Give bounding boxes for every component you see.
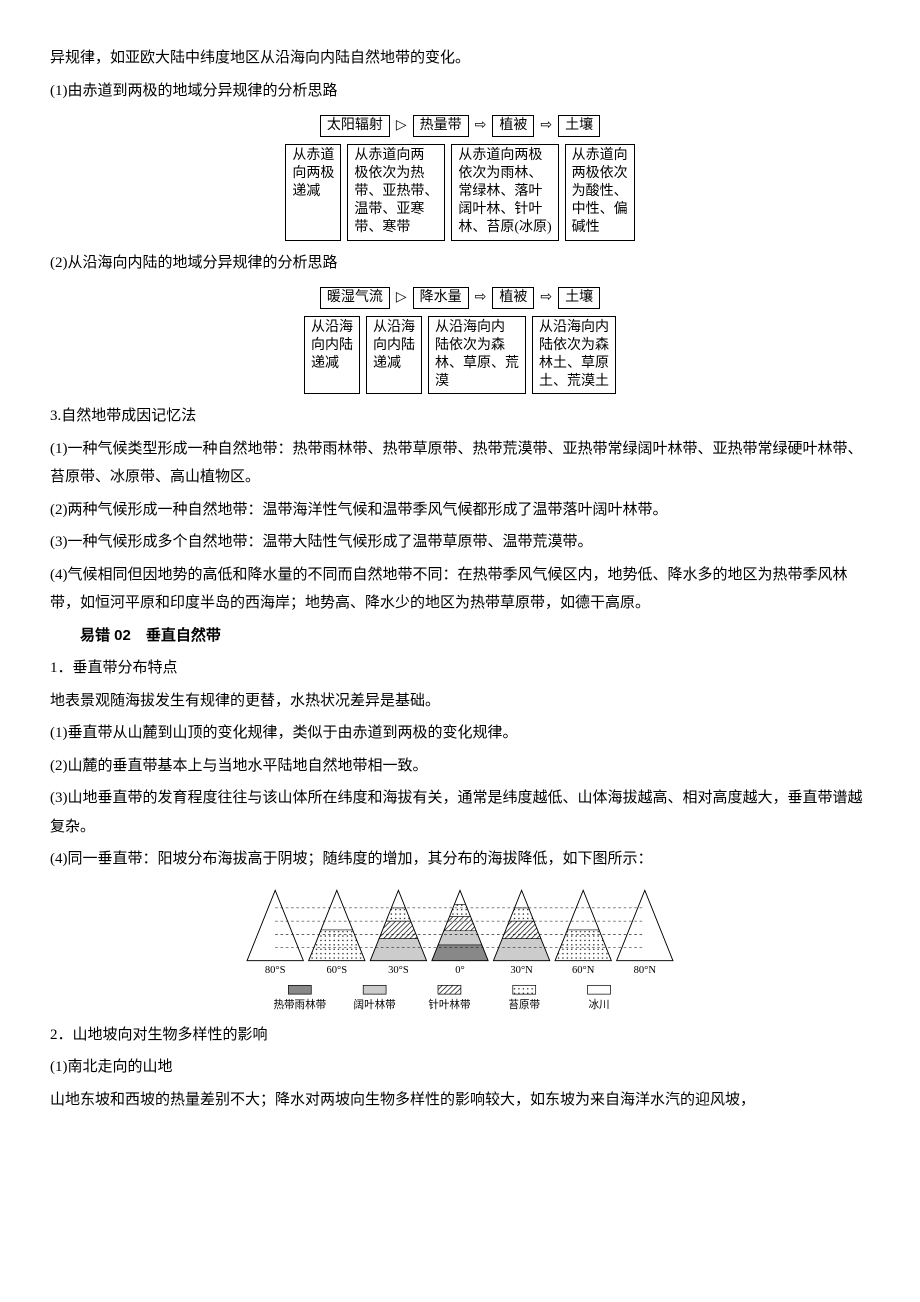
d1-c2: 从赤道向两极 依次为雨林、 常绿林、落叶 阔叶林、针叶 林、苔原(冰原) [451, 144, 558, 241]
intro-tail: 异规律，如亚欧大陆中纬度地区从沿海向内陆自然地带的变化。 [50, 44, 870, 73]
arrow-icon: ▷ [394, 285, 409, 312]
d2-t2: 植被 [492, 287, 534, 309]
d1-t1: 热量带 [413, 115, 469, 137]
s3-title: 3.自然地带成因记忆法 [50, 402, 870, 431]
arrow-icon: ⇨ [473, 285, 489, 312]
svg-text:60°S: 60°S [326, 965, 347, 976]
v1-4: (4)同一垂直带：阳坡分布海拔高于阴坡；随纬度的增加，其分布的海拔降低，如下图所… [50, 845, 870, 874]
v2-2: 山地东坡和西坡的热量差别不大；降水对两坡向生物多样性的影响较大，如东坡为来自海洋… [50, 1086, 870, 1115]
svg-text:0°: 0° [455, 965, 465, 976]
svg-text:针叶林带: 针叶林带 [428, 998, 471, 1011]
svg-text:阔叶林带: 阔叶林带 [354, 998, 397, 1011]
d2-c3: 从沿海向内 陆依次为森 林土、草原 土、荒漠土 [532, 316, 616, 395]
v2-1: (1)南北走向的山地 [50, 1053, 870, 1082]
v2-title: 2．山地坡向对生物多样性的影响 [50, 1021, 870, 1050]
diagram-2: 暖湿气流 ▷ 降水量 ⇨ 植被 ⇨ 土壤 从沿海 向内陆 递减 从沿海 向内陆 … [50, 285, 870, 394]
d2-c1: 从沿海 向内陆 递减 [366, 316, 422, 395]
d1-t0: 太阳辐射 [320, 115, 390, 137]
d2-top-row: 暖湿气流 ▷ 降水量 ⇨ 植被 ⇨ 土壤 [50, 285, 870, 312]
d1-t3: 土壤 [558, 115, 600, 137]
d2-t1: 降水量 [413, 287, 469, 309]
v1-2: (2)山麓的垂直带基本上与当地水平陆地自然地带相一致。 [50, 752, 870, 781]
svg-text:苔原带: 苔原带 [508, 998, 540, 1011]
s3-1: (1)一种气候类型形成一种自然地带：热带雨林带、热带草原带、热带荒漠带、亚热带常… [50, 435, 870, 492]
arrow-icon: ⇨ [538, 285, 554, 312]
d2-c2: 从沿海向内 陆依次为森 林、草原、荒 漠 [428, 316, 526, 395]
d2-t0: 暖湿气流 [320, 287, 390, 309]
d1-c0: 从赤道 向两极 递减 [285, 144, 341, 241]
svg-text:热带雨林带: 热带雨林带 [273, 998, 326, 1011]
heading-2: (2)从沿海向内陆的地域分异规律的分析思路 [50, 249, 870, 278]
d2-bottom-row: 从沿海 向内陆 递减 从沿海 向内陆 递减 从沿海向内 陆依次为森 林、草原、荒… [50, 316, 870, 395]
d1-bottom-row: 从赤道 向两极 递减 从赤道向两 极依次为热 带、亚热带、 温带、亚寒 带、寒带… [50, 144, 870, 241]
d1-top-row: 太阳辐射 ▷ 热量带 ⇨ 植被 ⇨ 土壤 [50, 113, 870, 140]
svg-text:60°N: 60°N [572, 965, 595, 976]
v1-3: (3)山地垂直带的发育程度往往与该山体所在纬度和海拔有关，通常是纬度越低、山体海… [50, 784, 870, 841]
s3-3: (3)一种气候形成多个自然地带：温带大陆性气候形成了温带草原带、温带荒漠带。 [50, 528, 870, 557]
svg-text:80°N: 80°N [634, 965, 657, 976]
mountain-diagram: 80°S 60°S 30°S 0° 30°N 60°N 80°N 热带雨林带 阔叶林带 针叶林带… [240, 880, 680, 1015]
s3-2: (2)两种气候形成一种自然地带：温带海洋性气候和温带季风气候都形成了温带落叶阔叶… [50, 496, 870, 525]
svg-text:80°S: 80°S [265, 965, 286, 976]
arrow-icon: ▷ [394, 113, 409, 140]
v1-1: (1)垂直带从山麓到山顶的变化规律，类似于由赤道到两极的变化规律。 [50, 719, 870, 748]
heading-1: (1)由赤道到两极的地域分异规律的分析思路 [50, 77, 870, 106]
v1-title: 1．垂直带分布特点 [50, 654, 870, 683]
svg-text:冰川: 冰川 [588, 998, 609, 1011]
yc-title: 易错 02 垂直自然带 [80, 622, 870, 651]
d1-c1: 从赤道向两 极依次为热 带、亚热带、 温带、亚寒 带、寒带 [347, 144, 445, 241]
diagram-1: 太阳辐射 ▷ 热量带 ⇨ 植被 ⇨ 土壤 从赤道 向两极 递减 从赤道向两 极依… [50, 113, 870, 241]
d1-t2: 植被 [492, 115, 534, 137]
arrow-icon: ⇨ [538, 113, 554, 140]
s3-4: (4)气候相同但因地势的高低和降水量的不同而自然地带不同：在热带季风气候区内，地… [50, 561, 870, 618]
v1-intro: 地表景观随海拔发生有规律的更替，水热状况差异是基础。 [50, 687, 870, 716]
arrow-icon: ⇨ [473, 113, 489, 140]
svg-text:30°S: 30°S [388, 965, 409, 976]
d1-c3: 从赤道向 两极依次 为酸性、 中性、偏 碱性 [565, 144, 635, 241]
d2-c0: 从沿海 向内陆 递减 [304, 316, 360, 395]
d2-t3: 土壤 [558, 287, 600, 309]
svg-text:30°N: 30°N [510, 965, 533, 976]
